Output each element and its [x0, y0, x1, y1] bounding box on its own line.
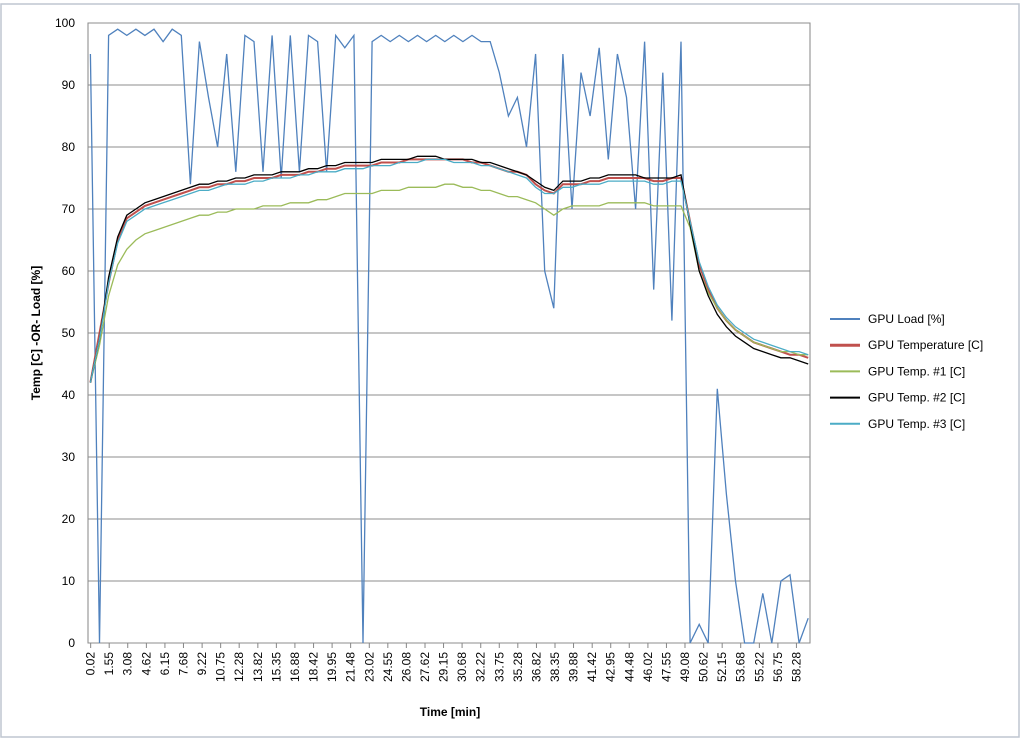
legend-label: GPU Load [%]	[868, 312, 945, 326]
x-tick-label: 36.82	[529, 652, 543, 682]
y-tick-label: 90	[62, 78, 76, 92]
x-tick-label: 10.75	[214, 652, 228, 682]
y-tick-label: 50	[62, 326, 76, 340]
x-tick-label: 39.88	[567, 652, 581, 682]
x-tick-label: 9.22	[195, 652, 209, 676]
x-tick-label: 15.35	[269, 652, 283, 682]
legend-label: GPU Temp. #2 [C]	[868, 391, 965, 405]
series-line	[89, 158, 809, 383]
x-tick-label: 50.62	[697, 652, 711, 682]
x-tick-label: 41.42	[585, 652, 599, 682]
x-tick-label: 0.02	[84, 652, 98, 676]
x-tick-label: 47.55	[659, 652, 673, 682]
y-tick-label: 40	[62, 388, 76, 402]
x-tick-label: 6.15	[158, 652, 172, 676]
x-tick-label: 33.75	[492, 652, 506, 682]
y-tick-label: 100	[55, 16, 75, 30]
series-line	[89, 183, 809, 383]
x-tick-label: 32.22	[474, 652, 488, 682]
legend-label: GPU Temp. #1 [C]	[868, 364, 965, 378]
series-line	[89, 28, 809, 644]
x-tick-label: 1.55	[102, 652, 116, 676]
x-tick-label: 21.48	[344, 652, 358, 682]
x-tick-label: 30.68	[455, 652, 469, 682]
x-tick-label: 58.28	[789, 652, 803, 682]
y-axis-label: Temp [C] -OR- Load [%]	[29, 266, 43, 400]
x-tick-label: 13.82	[251, 652, 265, 682]
x-tick-label: 52.15	[715, 652, 729, 682]
y-tick-label: 0	[68, 636, 75, 650]
y-tick-label: 60	[62, 264, 76, 278]
x-tick-label: 56.75	[771, 652, 785, 682]
x-axis-label: Time [min]	[420, 705, 480, 719]
x-tick-label: 24.55	[381, 652, 395, 682]
x-tick-label: 7.68	[176, 652, 190, 676]
x-tick-label: 49.08	[678, 652, 692, 682]
x-tick-label: 18.42	[307, 652, 321, 682]
x-tick-label: 38.35	[548, 652, 562, 682]
y-tick-label: 10	[62, 574, 76, 588]
x-tick-label: 53.68	[734, 652, 748, 682]
x-tick-label: 3.08	[121, 652, 135, 676]
x-tick-label: 29.15	[437, 652, 451, 682]
x-tick-label: 46.02	[641, 652, 655, 682]
x-tick-label: 23.02	[362, 652, 376, 682]
y-tick-label: 70	[62, 202, 76, 216]
x-tick-label: 16.88	[288, 652, 302, 682]
y-tick-label: 30	[62, 450, 76, 464]
x-tick-label: 4.62	[139, 652, 153, 676]
legend-label: GPU Temp. #3 [C]	[868, 417, 965, 431]
x-tick-label: 26.08	[399, 652, 413, 682]
x-tick-label: 44.48	[622, 652, 636, 682]
x-tick-label: 12.28	[232, 652, 246, 682]
x-tick-label: 55.22	[752, 652, 766, 682]
x-tick-label: 42.95	[604, 652, 618, 682]
y-tick-label: 20	[62, 512, 76, 526]
x-tick-label: 35.28	[511, 652, 525, 682]
y-tick-label: 80	[62, 140, 76, 154]
x-tick-label: 27.62	[418, 652, 432, 682]
legend-label: GPU Temperature [C]	[868, 338, 983, 352]
x-tick-label: 19.95	[325, 652, 339, 682]
